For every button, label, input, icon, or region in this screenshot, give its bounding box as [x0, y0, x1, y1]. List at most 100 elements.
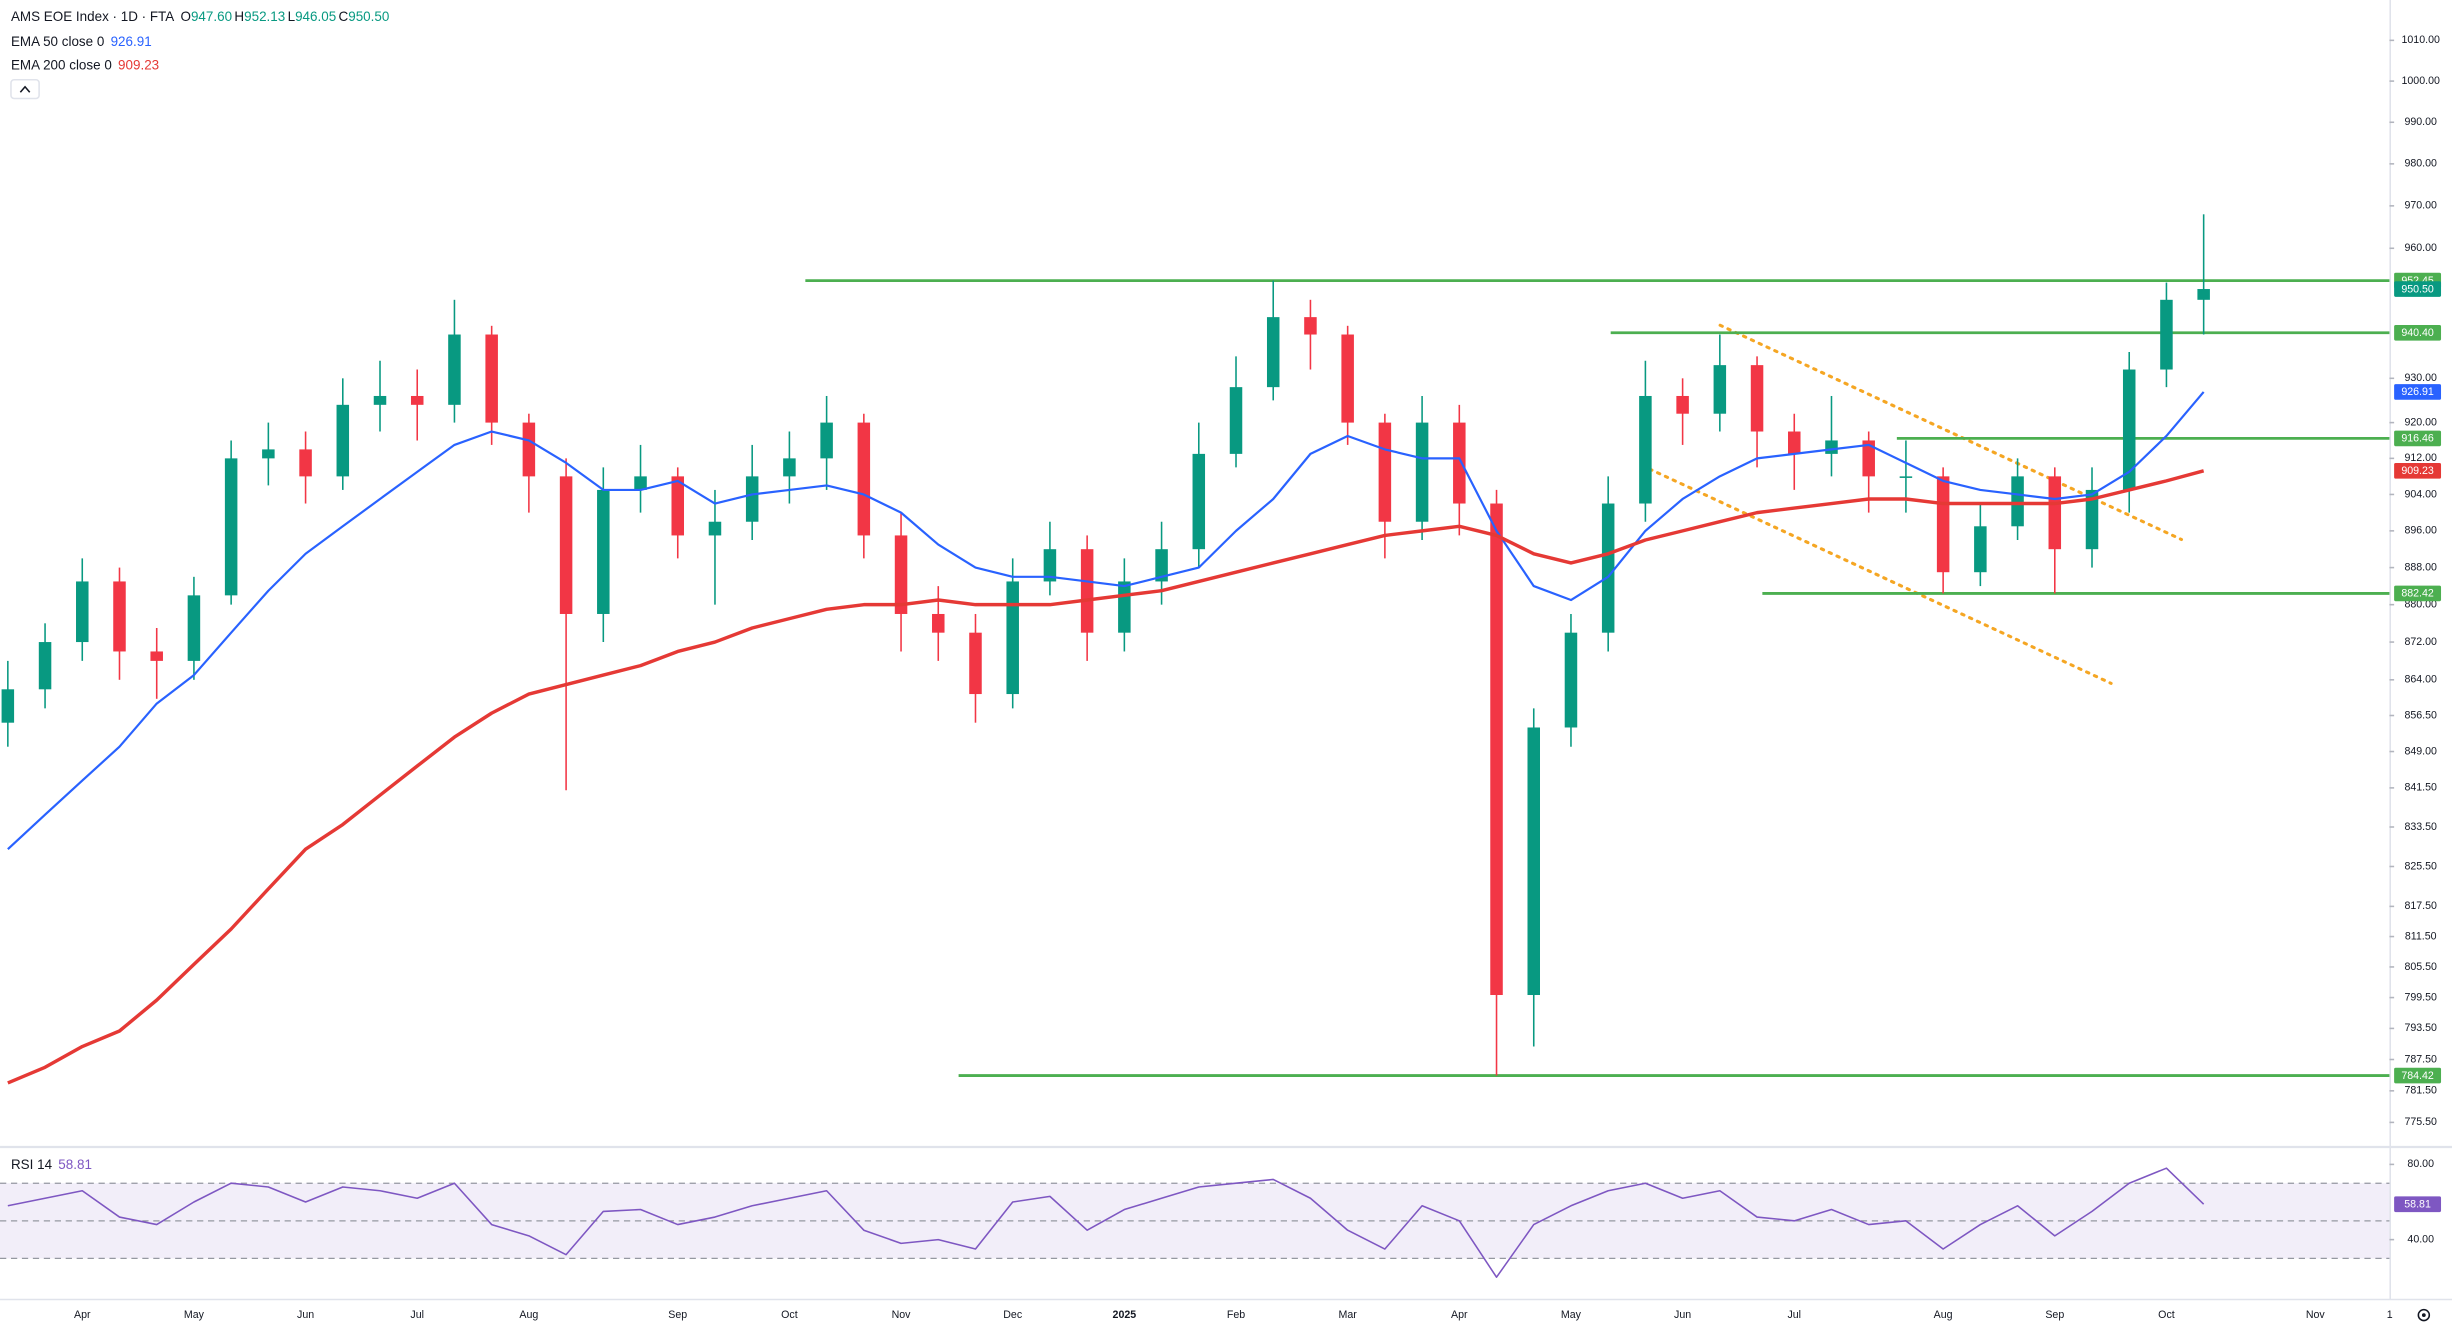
- candle-body: [1415, 422, 1429, 522]
- last-price-label: 950.50: [2401, 283, 2434, 295]
- candle-body: [1378, 422, 1392, 522]
- y-tick-label: 781.50: [2404, 1085, 2437, 1097]
- collapse-chevron: [19, 85, 31, 93]
- level-label-box: [2394, 324, 2442, 341]
- y-tick-label: 864.00: [2404, 674, 2437, 686]
- rsi-legend-name: RSI 14: [11, 1157, 53, 1172]
- ema-label-box: [2394, 384, 2442, 400]
- rsi-legend-value: 58.81: [58, 1157, 92, 1172]
- candle-body: [1788, 431, 1801, 454]
- labels: 1010.00 1000.00 990.00 980.00 970.00 960.00 93…: [11, 9, 2442, 1321]
- candle-body: [1490, 503, 1503, 996]
- rsi-tick-label: 40.00: [2407, 1233, 2434, 1245]
- candle-body: [1006, 581, 1019, 695]
- candle-body: [38, 642, 52, 690]
- y-tick-label: 896.00: [2404, 525, 2437, 537]
- candle-body: [1453, 422, 1466, 504]
- ema-legend: EMA 50 close 0 926.91: [11, 34, 152, 49]
- x-tick-label: Nov: [2306, 1309, 2326, 1321]
- rsi-label-box: [2394, 1196, 2442, 1213]
- rsi-label: 58.81: [2404, 1199, 2431, 1211]
- rsi-line: [7, 1167, 2205, 1279]
- candle-body: [373, 395, 387, 405]
- x-tick-label: Apr: [74, 1309, 91, 1321]
- last-price-box: [2394, 281, 2442, 297]
- rsi-tick-label: 80.00: [2407, 1158, 2434, 1170]
- candle-body: [1080, 549, 1094, 633]
- collapse-button[interactable]: [10, 78, 40, 100]
- ema-legend-name: EMA 200 close 0: [11, 57, 112, 72]
- y-tick-label: 817.50: [2404, 900, 2437, 912]
- candle-body: [1304, 317, 1317, 335]
- y-tick-label: 856.50: [2404, 709, 2437, 721]
- candle-body: [1639, 395, 1652, 504]
- candle-body: [1750, 365, 1764, 432]
- candle-body: [262, 449, 275, 459]
- ohlc-value: 946.05: [295, 9, 336, 24]
- candle-body: [187, 595, 201, 661]
- y-tick-label: 793.50: [2404, 1022, 2437, 1034]
- y-tick-label: 990.00: [2404, 116, 2437, 128]
- ohlc-key: H: [234, 9, 244, 24]
- x-tick-label: May: [1561, 1309, 1582, 1321]
- candle-body: [1229, 387, 1243, 454]
- y-tick-label: 841.50: [2404, 782, 2437, 794]
- collapse-box[interactable]: [10, 78, 40, 100]
- y-tick-label: 805.50: [2404, 961, 2437, 973]
- y-tick-label: 872.00: [2404, 636, 2437, 648]
- y-tick-label: 930.00: [2404, 372, 2437, 384]
- ema-legend-value: 909.23: [118, 57, 159, 72]
- level-label: 940.40: [2401, 327, 2434, 339]
- x-tick-label: Oct: [781, 1309, 798, 1321]
- candle-body: [76, 581, 89, 643]
- ohlc-key: L: [288, 9, 296, 24]
- candle-body: [1341, 334, 1354, 423]
- candle-body: [2197, 289, 2210, 300]
- candle-body: [299, 449, 312, 477]
- ema-legend-value: 926.91: [111, 34, 152, 49]
- plot-area: [0, 39, 2395, 1279]
- x-tick-label: May: [184, 1309, 205, 1321]
- candle-body: [783, 458, 796, 477]
- candle-body: [932, 613, 945, 633]
- candle-body: [1192, 453, 1206, 550]
- x-tick-label: Jul: [410, 1309, 424, 1321]
- rsi-legend: RSI 14 58.81: [11, 1157, 92, 1172]
- ema-line: [7, 391, 2205, 850]
- level-label: 784.42: [2401, 1070, 2434, 1082]
- chart-header: AMS EOE Index · 1D · FTA O947.60 H952.13 L9…: [11, 9, 389, 24]
- ohlc-value: 950.50: [348, 9, 389, 24]
- x-tick-label: Jun: [297, 1309, 314, 1321]
- ohlc-value: 952.13: [244, 9, 285, 24]
- ohlc-value: 947.60: [191, 9, 232, 24]
- candle-body: [150, 651, 163, 661]
- ema-label: 926.91: [2401, 386, 2434, 398]
- y-tick-label: 1010.00: [2401, 34, 2439, 46]
- x-tick-label: Jun: [1674, 1309, 1691, 1321]
- ohlc-key: O: [181, 9, 191, 24]
- x-tick-label: Aug: [519, 1309, 538, 1321]
- candle-body: [671, 476, 685, 536]
- candle-body: [448, 334, 461, 405]
- candle-body: [2011, 476, 2024, 527]
- gear[interactable]: [2417, 1308, 2431, 1322]
- ema-legend-name: EMA 50 close 0: [11, 34, 104, 49]
- candle-body: [745, 476, 759, 522]
- level-label: 882.42: [2401, 588, 2434, 600]
- x-tick-label: Jul: [1787, 1309, 1801, 1321]
- ema-label-box: [2394, 463, 2442, 479]
- x-tick-label: Dec: [1003, 1309, 1023, 1321]
- candle-body: [634, 476, 647, 490]
- x-tick-label: Apr: [1451, 1309, 1468, 1321]
- y-tick-label: 787.50: [2404, 1053, 2437, 1065]
- candle-body: [1676, 395, 1689, 414]
- candle-body: [1936, 476, 1950, 573]
- settings-icon[interactable]: [2417, 1308, 2431, 1322]
- candle-body: [1899, 476, 1913, 478]
- candle-body: [857, 422, 871, 536]
- candle-body: [1266, 317, 1280, 388]
- candle-body: [1043, 549, 1057, 582]
- candle-body: [820, 422, 833, 459]
